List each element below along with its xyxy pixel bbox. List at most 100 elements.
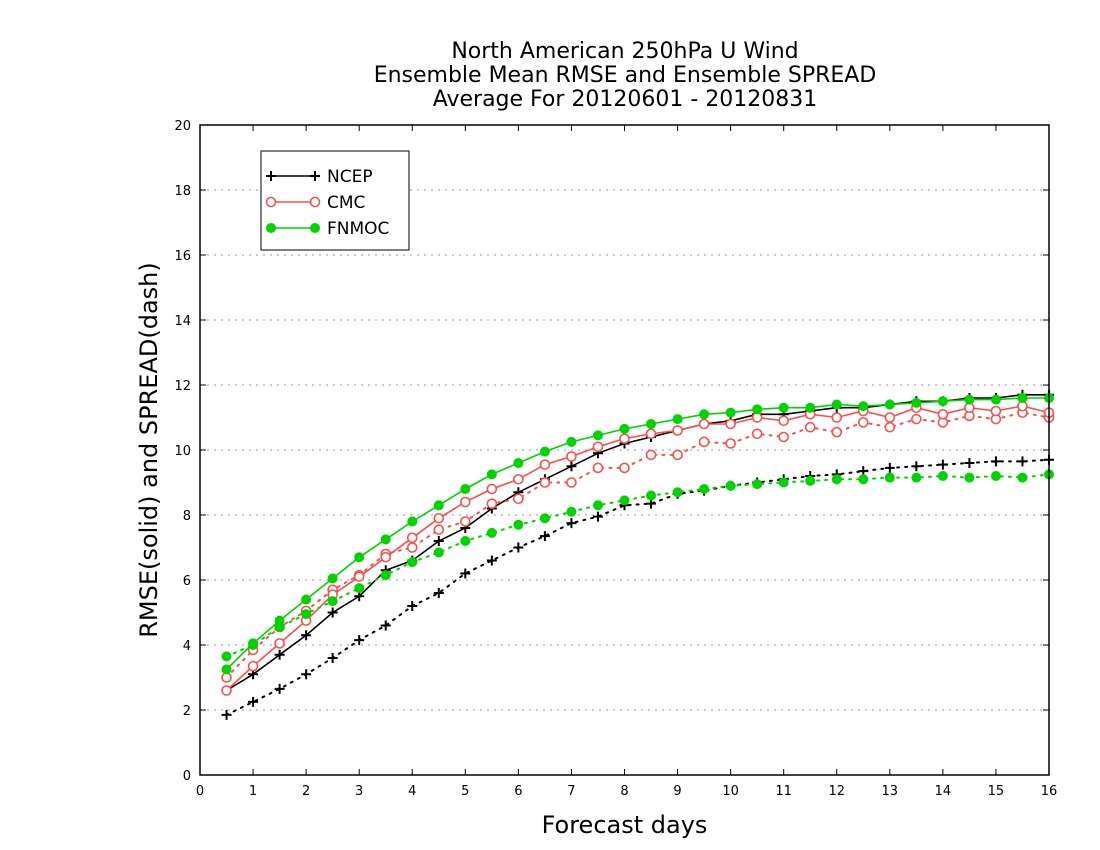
fnmoc-spread-point-21 [778, 477, 789, 488]
y-tick-label-2: 2 [183, 704, 191, 719]
ncep-spread-point-10 [486, 555, 497, 566]
x-tick-label-7: 7 [567, 784, 575, 799]
fnmoc-rmse-point-11 [513, 458, 524, 468]
fnmoc-rmse-point-1 [248, 638, 259, 649]
cmc-rmse-point-17 [672, 425, 683, 436]
fnmoc-rmse-point-19 [725, 407, 736, 418]
fnmoc-spread-point-13 [566, 506, 577, 517]
cmc-spread-line [225, 411, 1050, 679]
cmc-rmse-point-1 [247, 660, 259, 672]
fnmoc-spread-point-9 [460, 536, 471, 546]
cmc-spread-point-13 [566, 477, 577, 488]
fnmoc-spread-point-7 [407, 557, 418, 568]
fnmoc-rmse-point-3 [301, 594, 312, 605]
cmc-rmse-point-21 [778, 415, 789, 427]
ncep-rmse-point-8 [433, 536, 444, 546]
ncep-spread-point-6 [380, 620, 391, 631]
fnmoc-rmse-point-8 [433, 500, 444, 511]
ncep-rmse-point-2 [274, 649, 285, 660]
ncep-spread-point-14 [592, 511, 603, 522]
y-tick-label-20: 20 [174, 119, 191, 134]
y-axis-label: RMSE(solid) and SPREAD(dash) [135, 262, 163, 638]
fnmoc-rmse-point-20 [752, 404, 763, 415]
x-tick-label-4: 4 [408, 784, 416, 799]
y-tick-label-10: 10 [174, 444, 191, 459]
cmc-spread-point-10 [486, 498, 498, 509]
cmc-rmse-point-7 [406, 532, 418, 544]
fnmoc-spread-point-18 [699, 484, 710, 494]
x-tick-label-10: 10 [722, 784, 739, 799]
ncep-spread-point-27 [937, 459, 948, 470]
x-tick-label-12: 12 [828, 784, 845, 799]
ncep-rmse-point-4 [327, 607, 338, 618]
cmc-spread-point-16 [645, 449, 657, 461]
ncep-spread-point-1 [248, 696, 259, 707]
cmc-spread-point-14 [592, 462, 604, 474]
cmc-spread-point-11 [513, 493, 524, 505]
fnmoc-rmse-point-25 [884, 399, 895, 410]
fnmoc-spread-point-22 [805, 475, 816, 486]
fnmoc-rmse-point-2 [274, 615, 285, 626]
cmc-spread-point-26 [911, 413, 922, 425]
cmc-spread-point-22 [804, 421, 816, 433]
ncep-spread-point-9 [460, 568, 471, 579]
cmc-rmse-point-10 [486, 483, 498, 495]
ncep-spread-point-30 [1017, 456, 1028, 467]
fnmoc-rmse-point-16 [646, 419, 657, 429]
fnmoc-spread-point-20 [752, 479, 763, 490]
x-tick-label-16: 16 [1041, 784, 1058, 799]
ncep-rmse-point-3 [301, 630, 312, 641]
ncep-spread-point-26 [911, 461, 922, 472]
cmc-spread-point-21 [778, 431, 789, 443]
legend-item-fnmoc: FNMOC [266, 219, 389, 239]
fnmoc-spread-point-15 [619, 495, 630, 506]
cmc-rmse-point-0 [221, 685, 232, 696]
cmc-rmse-point-9 [460, 496, 471, 508]
legend-box [260, 150, 410, 251]
x-tick-label-15: 15 [988, 784, 1005, 799]
cmc-spread-point-17 [672, 449, 683, 461]
x-tick-label-1: 1 [249, 784, 257, 799]
fnmoc-rmse-point-9 [460, 484, 471, 494]
x-tick-label-3: 3 [355, 784, 363, 799]
fnmoc-spread-point-26 [911, 472, 922, 483]
fnmoc-spread-point-0 [221, 651, 232, 662]
fnmoc-spread-point-11 [513, 519, 524, 530]
x-tick-label-6: 6 [514, 784, 522, 799]
series-layer [221, 389, 1055, 720]
y-tick-label-16: 16 [174, 249, 191, 264]
cmc-spread-point-12 [539, 477, 551, 488]
ncep-rmse-line [225, 393, 1050, 692]
fnmoc-rmse-point-14 [592, 430, 603, 441]
fnmoc-spread-point-16 [646, 490, 657, 501]
cmc-rmse-line [225, 405, 1050, 692]
ncep-spread-point-13 [566, 518, 577, 529]
legend-marker-start-fnmoc [266, 223, 276, 233]
cmc-rmse-point-15 [619, 433, 630, 444]
x-tick-label-13: 13 [882, 784, 899, 799]
cmc-rmse-point-11 [513, 473, 524, 485]
fnmoc-rmse-point-10 [486, 469, 497, 480]
fnmoc-rmse-point-5 [354, 552, 365, 563]
x-axis-label: Forecast days [542, 811, 708, 839]
cmc-spread-point-24 [857, 417, 869, 428]
fnmoc-spread-point-10 [486, 527, 497, 538]
ncep-spread-point-29 [990, 456, 1001, 467]
cmc-rmse-point-8 [433, 512, 445, 524]
cmc-spread-point-19 [725, 438, 736, 449]
cmc-spread-point-7 [406, 542, 418, 553]
legend-item-cmc: CMC [265, 193, 365, 213]
y-tick-label-14: 14 [174, 314, 191, 329]
ncep-spread-point-28 [964, 458, 975, 468]
fnmoc-spread-point-12 [539, 513, 550, 524]
x-tick-label-11: 11 [775, 784, 792, 799]
legend-item-ncep: NCEP [266, 167, 373, 187]
fnmoc-spread-point-29 [990, 471, 1001, 481]
cmc-rmse-point-6 [380, 551, 392, 563]
cmc-rmse-point-12 [539, 459, 551, 470]
y-tick-label-8: 8 [183, 509, 191, 524]
fnmoc-rmse-point-17 [672, 414, 683, 425]
ncep-spread-point-12 [539, 531, 550, 542]
y-tick-label-4: 4 [183, 639, 191, 654]
